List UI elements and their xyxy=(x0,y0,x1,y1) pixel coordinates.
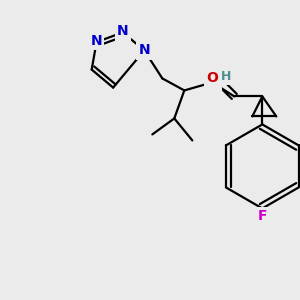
Text: F: F xyxy=(258,209,267,224)
Text: H: H xyxy=(221,70,232,83)
Text: N: N xyxy=(117,24,129,38)
Text: N: N xyxy=(91,34,102,48)
Text: N: N xyxy=(208,74,220,88)
Text: N: N xyxy=(139,44,150,57)
Text: O: O xyxy=(206,71,218,85)
